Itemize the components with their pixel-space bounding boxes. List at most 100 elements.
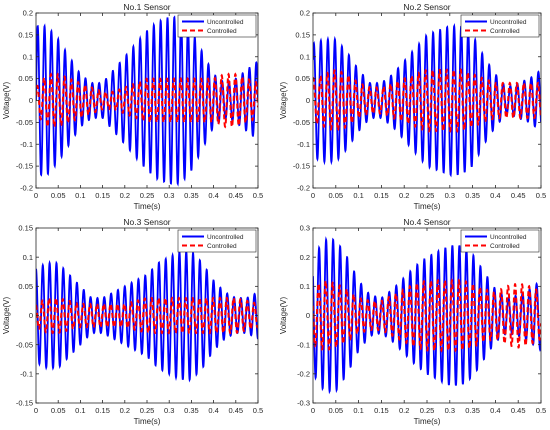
x-tick-label: 0 (34, 191, 38, 200)
x-tick-label: 0.4 (490, 406, 500, 415)
x-tick-label: 0.2 (399, 406, 409, 415)
y-tick-label: -0.05 (293, 118, 310, 127)
x-tick-label: 0.2 (120, 406, 130, 415)
legend-label: Uncontrolled (207, 234, 244, 241)
y-tick-label: -0.1 (20, 140, 33, 149)
x-tick-label: 0.25 (420, 406, 435, 415)
legend-label: Controlled (207, 243, 237, 250)
chart-title: No.2 Sensor (403, 2, 450, 12)
x-axis-label: Time(s) (414, 202, 441, 211)
y-tick-label: -0.3 (297, 399, 310, 408)
y-tick-label: -0.1 (297, 140, 310, 149)
y-tick-label: 0.05 (295, 74, 310, 83)
x-axis-label: Time(s) (134, 202, 161, 211)
x-tick-label: 0.05 (328, 406, 343, 415)
y-tick-label: -0.15 (16, 162, 33, 171)
series-line-uncontrolled (36, 248, 258, 383)
y-tick-label: -0.05 (16, 118, 33, 127)
chart-panel-3: 0 0.05 0.1 0.15 0.2 0.25 0.3 0.35 0.4 0.45 0.5 -0.1… (2, 217, 263, 426)
legend: Uncontrolled Controlled (460, 229, 540, 253)
x-tick-label: 0 (34, 406, 38, 415)
series-line-uncontrolled (36, 15, 258, 187)
x-tick-label: 0.35 (184, 406, 199, 415)
x-tick-label: 0.15 (95, 406, 110, 415)
x-tick-label: 0.05 (328, 191, 343, 200)
x-tick-label: 0.1 (353, 191, 363, 200)
x-tick-label: 0.25 (140, 191, 155, 200)
chart-panel-1: 0 0.05 0.1 0.15 0.2 0.25 0.3 0.35 0.4 0.45 0.5 -0.2… (2, 2, 263, 211)
y-tick-label: 0.15 (18, 224, 33, 233)
x-tick-label: 0.5 (536, 191, 546, 200)
chart-panel-2: 0 0.05 0.1 0.15 0.2 0.25 0.3 0.35 0.4 0.45 0.5 -0.2… (279, 2, 546, 211)
y-tick-label: 0.2 (300, 253, 310, 262)
y-tick-label: 0.2 (23, 9, 33, 18)
x-tick-label: 0.4 (490, 191, 500, 200)
y-axis-label: Voltage(V) (2, 296, 11, 334)
legend-label: Controlled (207, 28, 237, 35)
y-tick-label: 0.05 (18, 74, 33, 83)
y-tick-label: -0.1 (297, 340, 310, 349)
x-tick-label: 0.4 (208, 191, 218, 200)
legend: Uncontrolled Controlled (177, 14, 257, 38)
series-line-uncontrolled (313, 236, 541, 395)
y-axis-label: Voltage(V) (279, 296, 288, 334)
y-tick-label: -0.2 (20, 184, 33, 193)
x-tick-label: 0.3 (164, 191, 174, 200)
y-tick-label: 0 (306, 311, 310, 320)
x-tick-label: 0.35 (184, 191, 199, 200)
chart-panel-4: 0 0.05 0.1 0.15 0.2 0.25 0.3 0.35 0.4 0.45 0.5 -0.3… (279, 217, 546, 426)
x-tick-label: 0.45 (228, 191, 243, 200)
y-axis-label: Voltage(V) (2, 81, 11, 119)
chart-title: No.1 Sensor (123, 2, 170, 12)
legend-label: Uncontrolled (490, 234, 527, 241)
legend: Uncontrolled Controlled (460, 14, 540, 38)
y-tick-label: 0 (306, 96, 310, 105)
y-tick-label: -0.15 (293, 162, 310, 171)
y-tick-label: 0.1 (23, 52, 33, 61)
x-tick-label: 0.2 (120, 191, 130, 200)
x-tick-label: 0.35 (465, 406, 480, 415)
x-tick-label: 0.15 (374, 191, 389, 200)
legend-label: Controlled (490, 28, 520, 35)
x-tick-label: 0.4 (208, 406, 218, 415)
x-tick-label: 0.1 (353, 406, 363, 415)
y-tick-label: 0.3 (300, 224, 310, 233)
x-tick-label: 0.25 (420, 191, 435, 200)
x-tick-label: 0 (311, 191, 315, 200)
x-tick-label: 0.1 (75, 406, 85, 415)
y-tick-label: -0.05 (16, 340, 33, 349)
legend-label: Uncontrolled (490, 19, 527, 26)
y-tick-label: 0 (29, 96, 33, 105)
series-line-controlled (313, 278, 541, 353)
y-tick-label: -0.1 (20, 369, 33, 378)
y-tick-label: -0.2 (297, 184, 310, 193)
x-tick-label: 0.05 (51, 191, 66, 200)
y-tick-label: 0 (29, 311, 33, 320)
x-tick-label: 0.5 (253, 191, 263, 200)
y-tick-label: 0.2 (300, 9, 310, 18)
y-tick-label: -0.15 (16, 399, 33, 408)
x-tick-label: 0.3 (164, 406, 174, 415)
y-tick-label: 0.1 (300, 52, 310, 61)
x-tick-label: 0.45 (511, 191, 526, 200)
y-tick-label: 0.15 (18, 30, 33, 39)
x-tick-label: 0.1 (75, 191, 85, 200)
legend: Uncontrolled Controlled (177, 229, 257, 253)
legend-label: Controlled (490, 243, 520, 250)
x-axis-label: Time(s) (134, 417, 161, 426)
x-tick-label: 0.3 (445, 406, 455, 415)
x-tick-label: 0.25 (140, 406, 155, 415)
x-tick-label: 0.2 (399, 191, 409, 200)
x-tick-label: 0.15 (374, 406, 389, 415)
series-line-controlled (313, 67, 541, 134)
series-line-controlled (36, 296, 258, 335)
x-tick-label: 0.15 (95, 191, 110, 200)
x-tick-label: 0.5 (253, 406, 263, 415)
x-axis-label: Time(s) (414, 417, 441, 426)
chart-title: No.4 Sensor (403, 217, 450, 227)
x-tick-label: 0 (311, 406, 315, 415)
chart-title: No.3 Sensor (123, 217, 170, 227)
x-tick-label: 0.45 (511, 406, 526, 415)
y-tick-label: 0.15 (295, 30, 310, 39)
y-axis-label: Voltage(V) (279, 81, 288, 119)
